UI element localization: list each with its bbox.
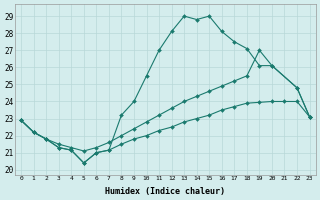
X-axis label: Humidex (Indice chaleur): Humidex (Indice chaleur) <box>105 187 225 196</box>
